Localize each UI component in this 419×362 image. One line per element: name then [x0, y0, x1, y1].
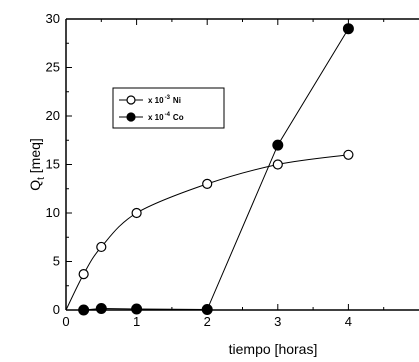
- x-tick-label: 3: [274, 314, 281, 329]
- series-co-point: [95, 303, 107, 315]
- series-ni-point: [78, 269, 89, 280]
- legend-box: [112, 87, 225, 129]
- y-tick-label: 0: [53, 302, 60, 317]
- series-co-point: [342, 23, 354, 35]
- x-tick-label: 1: [133, 314, 140, 329]
- y-axis-title: Qt [meq]: [27, 138, 47, 191]
- tick-marks: [65, 18, 385, 311]
- legend-entry-co: x 10-4 Co: [119, 112, 184, 122]
- series-ni-point: [131, 207, 142, 219]
- axes: [65, 18, 419, 311]
- legend-label-co: x 10-4 Co: [148, 112, 184, 122]
- y-tick-label: 25: [46, 60, 60, 75]
- legend-label-ni-exp: -3: [165, 95, 171, 101]
- x-tick-label: 4: [345, 314, 352, 329]
- series-ni-point: [272, 159, 283, 170]
- legend-label-ni: x 10-3 Ni: [148, 95, 181, 105]
- legend-label-co-prefix: x 10: [148, 113, 164, 122]
- series-co-point: [131, 303, 143, 315]
- series-ni-point: [202, 178, 213, 189]
- legend-label-ni-suffix: Ni: [173, 96, 181, 105]
- legend: x 10-3 Ni x 10-4 Co: [112, 87, 225, 129]
- y-tick-label: 30: [46, 11, 60, 26]
- series-layer: [65, 23, 354, 316]
- series-co-point: [272, 139, 284, 151]
- y-axis-title-unit: [meq]: [27, 138, 43, 177]
- y-tick-label: 20: [46, 108, 60, 123]
- y-tick-label: 5: [53, 254, 60, 269]
- legend-label-co-exp: -4: [165, 112, 171, 118]
- y-axis-title-main: Q: [27, 180, 43, 191]
- series-co-line: [83, 28, 349, 311]
- legend-label-co-suffix: Co: [173, 113, 184, 122]
- series-ni-line: [65, 154, 349, 311]
- series-co-point: [78, 304, 90, 316]
- y-tick-label: 15: [46, 157, 60, 172]
- x-tick-label: 0: [62, 314, 69, 329]
- legend-entry-ni: x 10-3 Ni: [119, 95, 181, 105]
- series-co-point: [201, 304, 213, 316]
- x-axis-title: tiempo [horas]: [229, 341, 318, 357]
- legend-marker-co: [126, 112, 136, 122]
- y-tick-label: 10: [46, 205, 60, 220]
- series-ni-point: [343, 149, 354, 160]
- tick-labels: 0 1 2 3 4 0 5 10 15 20 25 30: [46, 11, 352, 329]
- legend-label-ni-prefix: x 10: [148, 96, 164, 105]
- legend-marker-ni: [126, 95, 136, 105]
- series-ni-point: [96, 241, 107, 253]
- y-axis-title-sub: t: [36, 177, 47, 180]
- x-tick-label: 2: [204, 314, 211, 329]
